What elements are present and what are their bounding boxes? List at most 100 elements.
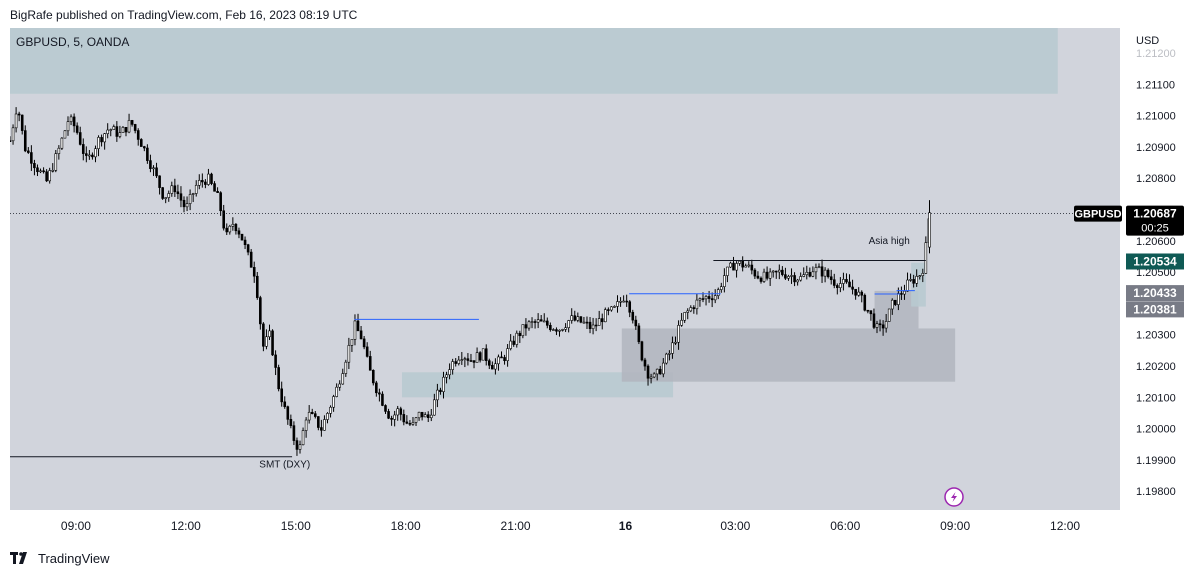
candle-body <box>259 297 262 325</box>
candle-body <box>909 279 912 281</box>
candle-body <box>506 348 509 361</box>
candle-body <box>48 170 51 182</box>
candle-body <box>481 348 485 361</box>
lightning-icon[interactable] <box>944 487 964 507</box>
price-tick-label: 1.20200 <box>1136 361 1176 373</box>
candle-body <box>39 170 42 173</box>
candle-body <box>368 356 372 371</box>
chart-area[interactable]: GBPUSD, 5, OANDA USD 1.21100 1.21000 1.209… <box>8 28 1188 546</box>
candle-body <box>823 269 827 277</box>
time-tick-label: 15:00 <box>281 519 311 533</box>
candle-body <box>51 170 55 172</box>
candle-body <box>152 167 155 170</box>
candle-body <box>130 120 134 125</box>
candle-body <box>878 323 882 326</box>
candle-body <box>469 360 473 362</box>
candle-body <box>210 173 213 184</box>
candle-body <box>118 132 122 137</box>
candle-body <box>558 329 561 332</box>
candle-body <box>836 285 839 288</box>
candle-body <box>45 171 48 182</box>
candle-body <box>597 318 601 326</box>
candle-body <box>268 330 271 338</box>
candle-body <box>240 233 244 241</box>
candle-body <box>466 358 470 361</box>
candle-body <box>124 127 128 133</box>
candle-body <box>796 279 799 283</box>
candle-body <box>234 223 238 232</box>
candle-body <box>164 197 167 199</box>
candle-body <box>720 286 723 290</box>
candle-body <box>414 417 418 423</box>
countdown-text: 00:25 <box>1141 223 1169 235</box>
candle-body <box>97 137 100 149</box>
candle-body <box>478 352 482 361</box>
candle-body <box>201 180 204 183</box>
candle-body <box>726 266 729 276</box>
candle-body <box>436 389 439 401</box>
price-chart[interactable]: GBPUSD, 5, OANDA USD 1.21100 1.21000 1.209… <box>8 28 1188 546</box>
candle-body <box>897 293 900 305</box>
candle-body <box>536 319 540 323</box>
candle-body <box>811 271 815 277</box>
candle-body <box>225 227 229 233</box>
candle-body <box>735 263 738 271</box>
candle-body <box>680 319 683 326</box>
candle-body <box>155 167 158 177</box>
candle-body <box>420 411 424 418</box>
candle-body <box>338 383 342 388</box>
candle-body <box>894 299 897 305</box>
candle-body <box>475 352 479 363</box>
candle-body <box>863 294 867 311</box>
time-tick-label: 16 <box>619 519 633 533</box>
candle-body <box>671 342 674 354</box>
candle-body <box>457 359 461 364</box>
candle-body <box>634 319 638 327</box>
candle-body <box>298 444 302 450</box>
candle-body <box>765 271 769 279</box>
candle-body <box>625 300 628 303</box>
candle-body <box>399 408 403 415</box>
chart-annotation: SMT (DXY) <box>259 460 310 471</box>
candle-body <box>851 286 854 290</box>
time-axis-background[interactable] <box>10 510 1188 546</box>
candle-body <box>286 406 290 420</box>
candle-body <box>249 251 253 268</box>
candle-body <box>701 298 705 300</box>
candle-body <box>246 244 250 253</box>
time-tick-label: 09:00 <box>940 519 970 533</box>
candle-body <box>463 358 467 361</box>
price-badges: 1.20687 00:25 GBPUSD 1.20534 1.20433 1.20381 <box>1074 205 1184 318</box>
candle-body <box>85 153 88 156</box>
top-zone <box>10 28 1058 94</box>
candle-body <box>231 223 235 227</box>
candle-body <box>640 341 644 361</box>
candle-body <box>555 329 558 332</box>
candle-body <box>115 126 119 137</box>
candle-body <box>17 113 21 116</box>
symbol-badge-text: GBPUSD <box>1074 209 1121 221</box>
footer: TradingView <box>10 548 110 568</box>
candle-body <box>317 416 320 428</box>
candle-body <box>683 312 686 321</box>
candle-body <box>185 203 189 208</box>
candle-body <box>494 363 497 370</box>
candle-body <box>594 324 598 327</box>
candle-body <box>417 411 421 419</box>
candle-body <box>167 193 171 198</box>
candle-body <box>869 310 873 315</box>
candle-body <box>426 414 430 419</box>
symbol-label: GBPUSD, 5, OANDA <box>16 35 129 49</box>
candle-body <box>335 386 338 397</box>
candle-body <box>27 150 30 153</box>
candle-body <box>591 324 595 329</box>
candle-body <box>787 276 790 279</box>
candle-body <box>63 130 67 139</box>
candle-body <box>161 187 164 199</box>
footer-brand: TradingView <box>38 550 110 566</box>
candle-body <box>875 323 879 328</box>
time-tick-label: 09:00 <box>61 519 91 533</box>
candle-body <box>677 325 680 343</box>
candle-body <box>11 127 15 142</box>
candle-body <box>552 329 555 331</box>
